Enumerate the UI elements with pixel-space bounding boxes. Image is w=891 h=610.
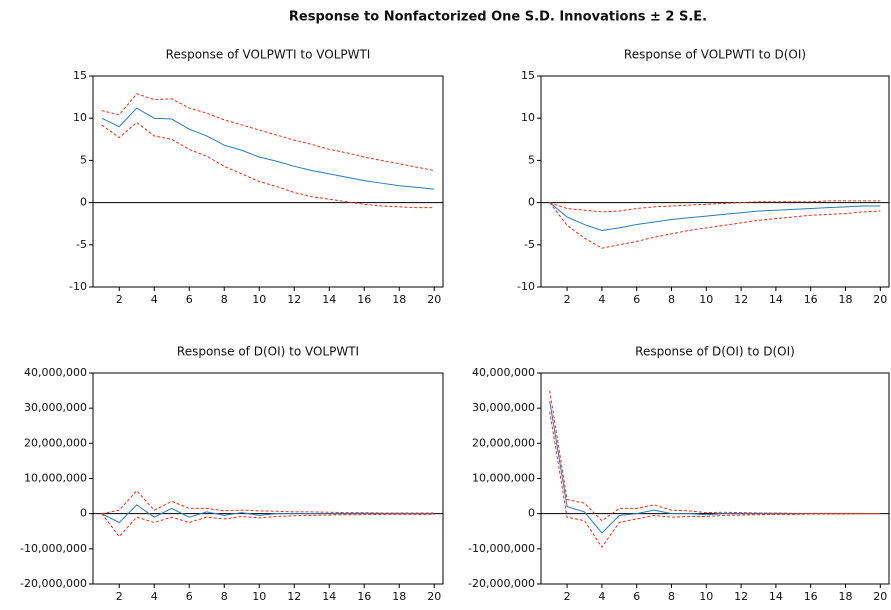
y-tick-label: -10,000,000	[468, 542, 535, 555]
y-tick-label: 30,000,000	[472, 401, 535, 414]
series-line	[101, 93, 435, 172]
x-tick-label: 10	[699, 293, 713, 306]
series-line	[549, 200, 881, 213]
y-tick-label: 0	[528, 196, 535, 209]
x-tick-label: 12	[287, 590, 301, 603]
y-tick-label: -10	[517, 280, 535, 293]
x-tick-label: 10	[252, 293, 266, 306]
series-line	[101, 107, 435, 190]
x-tick-label: 10	[699, 590, 713, 603]
x-tick-label: 8	[668, 590, 675, 603]
x-tick-label: 14	[322, 590, 336, 603]
y-tick-label: -20,000,000	[468, 577, 535, 590]
x-tick-label: 6	[633, 590, 640, 603]
y-tick-label: 0	[80, 507, 87, 520]
series-line	[101, 490, 435, 515]
x-tick-label: 4	[151, 293, 158, 306]
subplot-title: Response of D(OI) to VOLPWTI	[177, 345, 359, 359]
x-tick-label: 14	[769, 590, 783, 603]
x-tick-label: 2	[116, 590, 123, 603]
x-tick-label: 10	[252, 590, 266, 603]
chart-title: Response to Nonfactorized One S.D. Innov…	[289, 10, 707, 25]
y-tick-label: 40,000,000	[24, 366, 87, 379]
x-tick-label: 12	[734, 293, 748, 306]
x-tick-label: 6	[633, 293, 640, 306]
plot-frame	[540, 75, 890, 288]
x-tick-label: 4	[598, 590, 605, 603]
x-tick-label: 16	[357, 293, 371, 306]
series-line	[549, 390, 881, 522]
series-line	[549, 411, 881, 548]
x-tick-label: 16	[357, 590, 371, 603]
x-tick-label: 20	[427, 293, 441, 306]
y-tick-label: -10,000,000	[20, 542, 87, 555]
y-tick-label: -20,000,000	[20, 577, 87, 590]
subplot-title: Response of VOLPWTI to VOLPWTI	[166, 48, 371, 62]
x-tick-label: 6	[186, 590, 193, 603]
y-tick-label: -5	[524, 238, 535, 251]
series-line	[549, 202, 881, 231]
y-tick-label: 0	[80, 196, 87, 209]
x-tick-label: 2	[564, 590, 571, 603]
y-tick-label: 10,000,000	[472, 472, 535, 485]
series-line	[101, 121, 435, 209]
x-tick-label: 18	[839, 590, 853, 603]
plot-frame	[92, 75, 444, 288]
x-tick-label: 8	[221, 293, 228, 306]
x-tick-label: 6	[186, 293, 193, 306]
x-tick-label: 8	[668, 293, 675, 306]
x-tick-label: 2	[564, 293, 571, 306]
subplot-title: Response of D(OI) to D(OI)	[635, 345, 795, 359]
y-tick-label: 0	[528, 507, 535, 520]
x-tick-label: 14	[769, 293, 783, 306]
x-tick-label: 12	[287, 293, 301, 306]
x-tick-label: 18	[392, 293, 406, 306]
x-tick-label: 20	[873, 590, 887, 603]
y-tick-label: 5	[528, 153, 535, 166]
x-tick-label: 14	[322, 293, 336, 306]
y-tick-label: 5	[80, 153, 87, 166]
x-tick-label: 12	[734, 590, 748, 603]
y-tick-label: 10,000,000	[24, 472, 87, 485]
y-tick-label: 15	[73, 69, 87, 82]
series-line	[101, 504, 435, 524]
subplot-title: Response of VOLPWTI to D(OI)	[624, 48, 806, 62]
x-tick-label: 20	[427, 590, 441, 603]
y-tick-label: 15	[521, 69, 535, 82]
x-tick-label: 18	[839, 293, 853, 306]
y-tick-label: 10	[521, 111, 535, 124]
series-line	[549, 202, 881, 249]
x-tick-label: 4	[598, 293, 605, 306]
x-tick-label: 16	[804, 293, 818, 306]
y-tick-label: 10	[73, 111, 87, 124]
y-tick-label: 40,000,000	[472, 366, 535, 379]
x-tick-label: 20	[873, 293, 887, 306]
y-tick-label: -10	[69, 280, 87, 293]
y-tick-label: 20,000,000	[472, 436, 535, 449]
x-tick-label: 4	[151, 590, 158, 603]
series-line	[101, 513, 435, 538]
y-tick-label: -5	[76, 238, 87, 251]
x-tick-label: 16	[804, 590, 818, 603]
x-tick-label: 2	[116, 293, 123, 306]
y-tick-label: 30,000,000	[24, 401, 87, 414]
y-tick-label: 20,000,000	[24, 436, 87, 449]
x-tick-label: 18	[392, 590, 406, 603]
x-tick-label: 8	[221, 590, 228, 603]
